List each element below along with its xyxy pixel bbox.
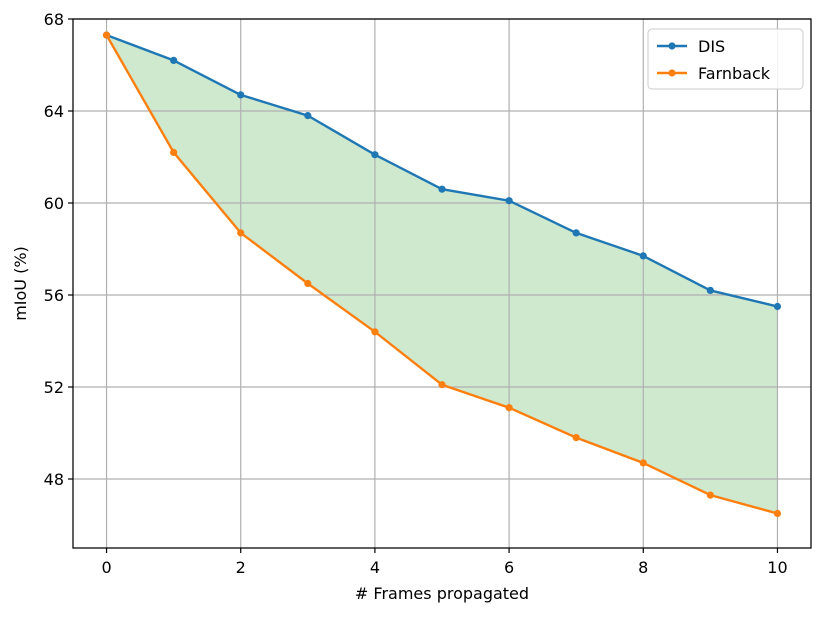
fill-between-region bbox=[106, 35, 778, 514]
x-tick-label: 8 bbox=[638, 558, 648, 577]
x-tick-label: 6 bbox=[504, 558, 514, 577]
y-tick-label: 68 bbox=[44, 10, 64, 29]
data-point bbox=[505, 404, 513, 412]
legend-marker bbox=[668, 42, 676, 50]
legend-item-dis: DIS bbox=[657, 37, 725, 56]
data-point bbox=[304, 112, 312, 120]
data-point bbox=[438, 185, 446, 193]
data-point bbox=[102, 31, 111, 39]
data-point bbox=[572, 434, 580, 442]
y-axis-ticks: 48 52 56 60 64 68 bbox=[44, 10, 73, 489]
data-point bbox=[371, 328, 379, 336]
y-axis-label: mIoU (%) bbox=[11, 246, 30, 321]
series-dis bbox=[102, 31, 782, 311]
data-point bbox=[706, 491, 714, 499]
data-point bbox=[237, 91, 245, 99]
x-axis-label: # Frames propagated bbox=[355, 584, 529, 603]
data-point bbox=[371, 151, 379, 159]
legend-label: DIS bbox=[698, 37, 725, 56]
data-point bbox=[572, 229, 580, 237]
data-point bbox=[438, 381, 446, 389]
data-point bbox=[237, 229, 245, 237]
data-point bbox=[773, 509, 782, 518]
y-tick-label: 60 bbox=[44, 194, 64, 213]
data-point bbox=[639, 252, 647, 260]
legend-label: Farnback bbox=[698, 64, 771, 83]
x-axis-ticks: 0 2 4 6 8 10 bbox=[101, 548, 788, 577]
y-tick-label: 64 bbox=[44, 102, 64, 121]
data-point bbox=[170, 56, 178, 64]
y-tick-label: 48 bbox=[44, 470, 64, 489]
plot-area-frame bbox=[72, 18, 812, 549]
legend: DIS Farnback bbox=[647, 28, 804, 90]
fill-between-area bbox=[106, 35, 778, 514]
y-tick-label: 52 bbox=[44, 378, 64, 397]
x-tick-label: 10 bbox=[767, 558, 787, 577]
data-point bbox=[304, 279, 312, 288]
series-farnback bbox=[102, 31, 782, 518]
data-point bbox=[773, 302, 782, 311]
data-point bbox=[706, 286, 714, 294]
x-tick-label: 0 bbox=[101, 558, 111, 577]
x-tick-label: 2 bbox=[236, 558, 246, 577]
series-lines bbox=[102, 31, 782, 518]
x-tick-label: 4 bbox=[370, 558, 380, 577]
legend-item-farnback: Farnback bbox=[657, 64, 771, 83]
data-point bbox=[639, 459, 647, 467]
legend-marker bbox=[668, 69, 676, 77]
data-point bbox=[505, 197, 513, 205]
y-tick-label: 56 bbox=[44, 286, 64, 305]
data-point bbox=[170, 148, 178, 156]
